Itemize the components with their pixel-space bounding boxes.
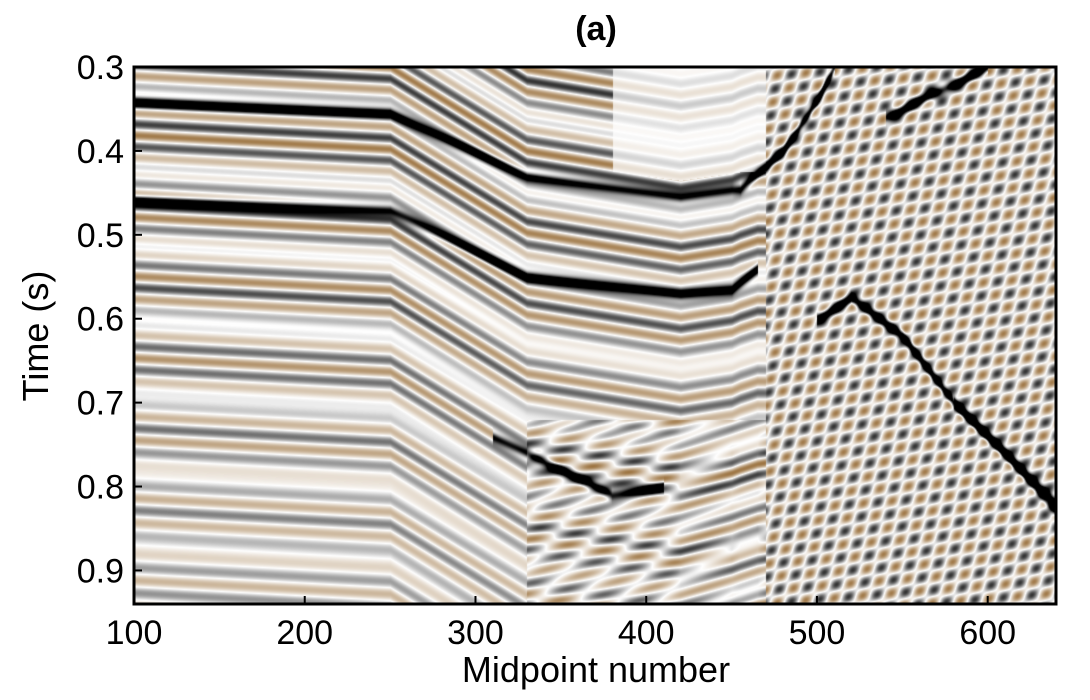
x-tick-label: 300 [447, 614, 504, 652]
y-tick-label: 0.5 [77, 217, 124, 255]
y-tick-label: 0.7 [77, 385, 124, 423]
seismic-amplitude-image [134, 67, 1056, 604]
chart-title: (a) [575, 10, 617, 48]
y-axis-label: Time (s) [15, 271, 56, 402]
plot-frame [132, 65, 1058, 606]
y-tick-label: 0.9 [77, 552, 124, 590]
x-tick-label: 200 [276, 614, 333, 652]
y-tick-label: 0.6 [77, 301, 124, 339]
y-tick-label: 0.3 [77, 49, 124, 87]
x-tick-label: 400 [618, 614, 675, 652]
y-tick-label: 0.8 [77, 469, 124, 507]
plot-area [132, 65, 1058, 606]
y-axis: 0.3 0.4 0.5 0.6 0.7 0.8 0.9 [77, 49, 142, 590]
x-tick-label: 600 [959, 614, 1016, 652]
y-tick-label: 0.4 [77, 133, 124, 171]
x-tick-label: 500 [789, 614, 846, 652]
x-axis: 100 200 300 400 500 600 [106, 596, 1016, 652]
x-axis-label: Midpoint number [462, 649, 730, 690]
x-tick-label: 100 [106, 614, 163, 652]
